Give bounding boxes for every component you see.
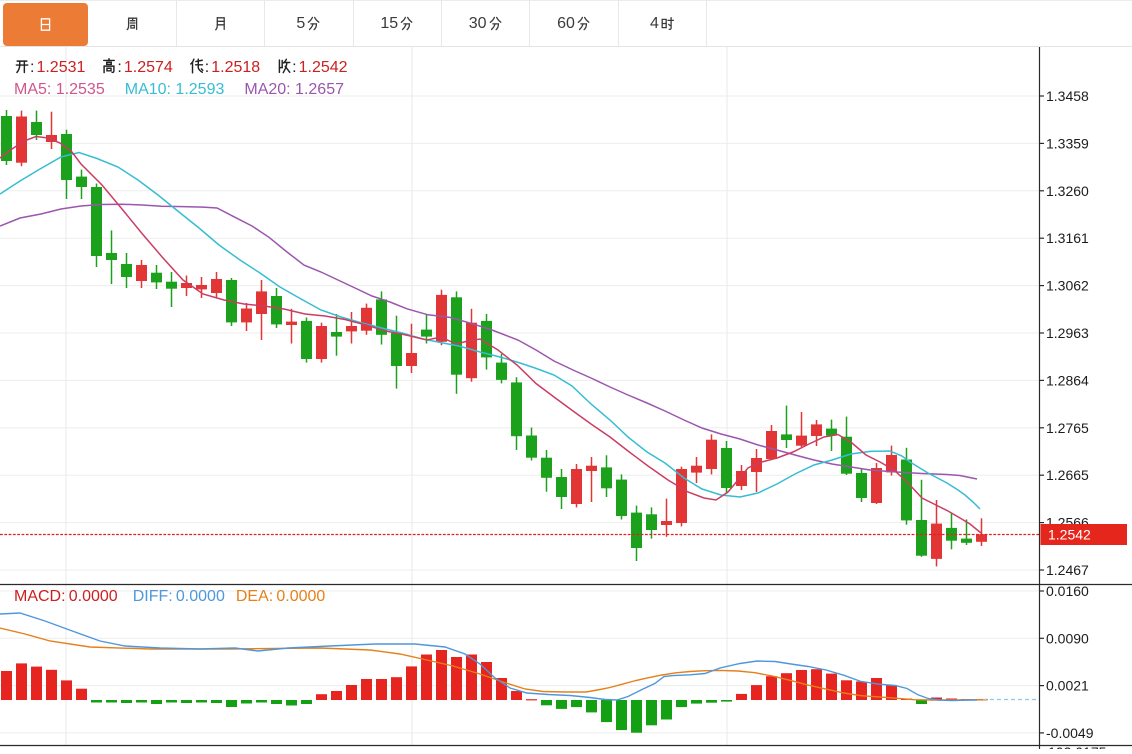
svg-text:-0.0049: -0.0049: [1046, 725, 1094, 741]
svg-text:1.3359: 1.3359: [1046, 135, 1089, 151]
svg-text:1.2665: 1.2665: [1046, 467, 1089, 483]
svg-text:1.2765: 1.2765: [1046, 420, 1089, 436]
svg-text:1.2963: 1.2963: [1046, 325, 1089, 341]
svg-text:1.3062: 1.3062: [1046, 278, 1089, 294]
svg-text:1.2542: 1.2542: [1048, 527, 1091, 543]
svg-text:1.3161: 1.3161: [1046, 230, 1089, 246]
svg-text:1.3260: 1.3260: [1046, 183, 1089, 199]
svg-text:0.0021: 0.0021: [1046, 678, 1089, 694]
svg-text:1.2864: 1.2864: [1046, 372, 1089, 388]
svg-text:0.0090: 0.0090: [1046, 630, 1089, 646]
svg-text:1.3458: 1.3458: [1046, 88, 1089, 104]
svg-text:0.0160: 0.0160: [1046, 583, 1089, 599]
svg-text:102.0175: 102.0175: [1048, 744, 1107, 749]
svg-text:1.2467: 1.2467: [1046, 562, 1089, 578]
